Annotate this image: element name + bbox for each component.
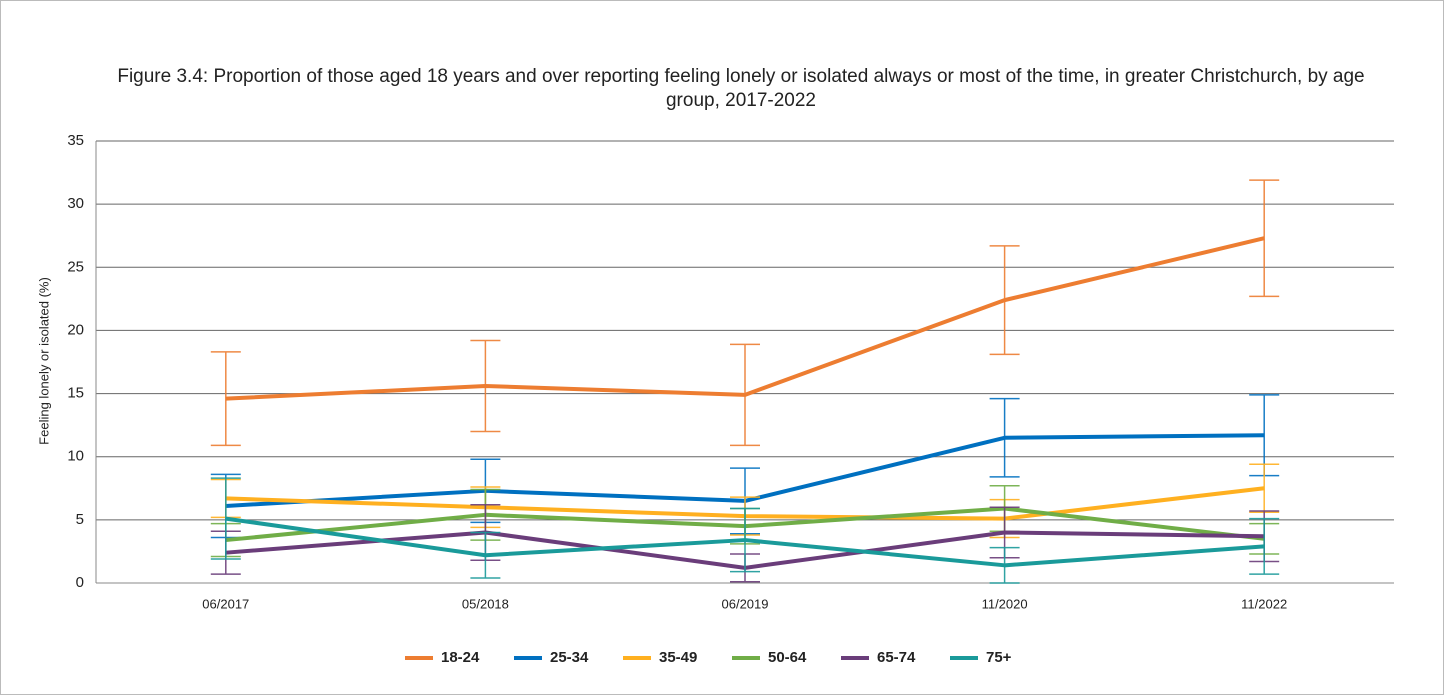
y-axis-label: Feeling lonely or isolated (%) <box>36 277 51 445</box>
x-tick-label: 06/2019 <box>722 596 769 611</box>
legend-label: 35-49 <box>659 649 697 666</box>
y-tick-label: 25 <box>67 258 84 275</box>
y-tick-label: 0 <box>76 574 84 591</box>
x-tick-label: 05/2018 <box>462 596 509 611</box>
y-tick-label: 35 <box>67 132 84 149</box>
x-tick-label: 11/2022 <box>1241 596 1287 611</box>
y-tick-label: 30 <box>67 195 84 212</box>
y-tick-label: 5 <box>76 511 84 528</box>
legend-label: 75+ <box>986 649 1012 666</box>
legend-label: 25-34 <box>550 649 589 666</box>
y-tick-label: 15 <box>67 385 84 402</box>
y-tick-label: 10 <box>67 448 84 465</box>
x-tick-label: 06/2017 <box>202 596 249 611</box>
legend-label: 50-64 <box>768 649 807 666</box>
x-tick-label: 11/2020 <box>982 596 1028 611</box>
y-tick-label: 20 <box>67 321 84 338</box>
legend-label: 18-24 <box>441 649 480 666</box>
error-bar <box>1249 179 1280 298</box>
legend-label: 65-74 <box>877 649 916 666</box>
chart-title: Figure 3.4: Proportion of those aged 18 … <box>117 66 1365 111</box>
series-line <box>225 516 1265 568</box>
series-line <box>225 236 1265 401</box>
